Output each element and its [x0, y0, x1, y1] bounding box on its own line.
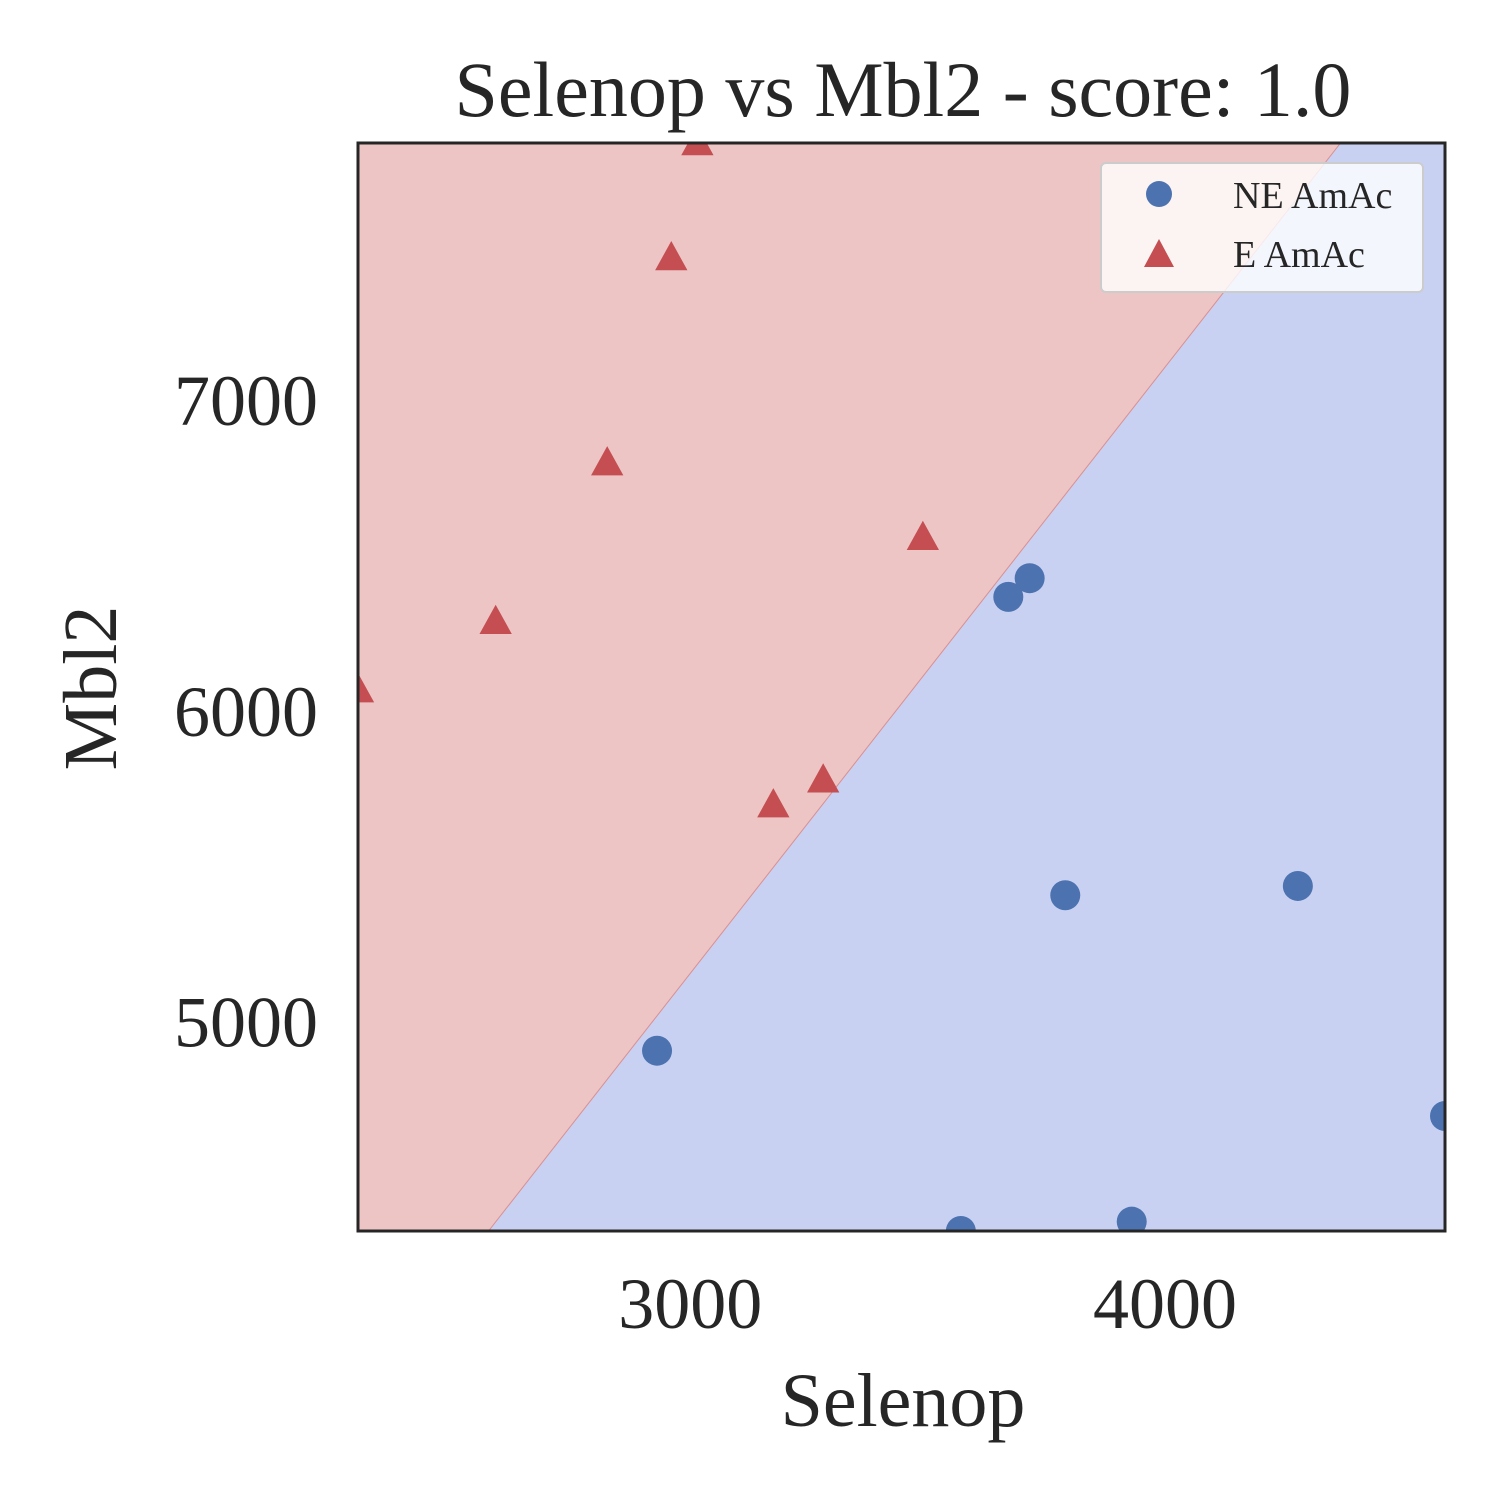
series-e-amac — [358, 143, 940, 818]
point-e-amac — [807, 763, 840, 793]
legend-frame — [1100, 162, 1424, 293]
legend-marker-e-amac — [1144, 239, 1174, 267]
legend-marker-ne-amac — [1146, 181, 1172, 207]
x-axis-label: Selenop — [781, 1359, 1026, 1443]
region-ne-amac — [488, 143, 1445, 1231]
data-points — [358, 143, 1445, 1231]
plot-area — [358, 143, 1445, 1231]
point-ne-amac — [945, 1216, 976, 1231]
point-ne-amac — [1430, 1100, 1445, 1131]
decision-boundary — [488, 143, 1341, 1231]
legend: NE AmAc E AmAc — [1100, 162, 1424, 293]
plot-frame — [356, 141, 1447, 1233]
y-tick-label: 6000 — [174, 672, 318, 752]
point-ne-amac — [1050, 880, 1081, 911]
point-e-amac — [655, 241, 688, 271]
y-tick-label: 5000 — [174, 983, 318, 1063]
y-axis-ticks: 5000 6000 7000 — [174, 361, 318, 1063]
legend-label-ne-amac: NE AmAc — [1233, 175, 1392, 217]
point-e-amac — [906, 520, 940, 551]
point-ne-amac — [642, 1035, 673, 1066]
point-e-amac — [479, 604, 512, 634]
legend-label-e-amac: E AmAc — [1233, 234, 1365, 276]
point-e-amac — [591, 446, 624, 476]
x-tick-label: 3000 — [618, 1264, 762, 1344]
chart-title: Selenop vs Mbl2 - score: 1.0 — [455, 46, 1352, 133]
point-e-amac — [681, 143, 714, 156]
point-ne-amac — [993, 581, 1024, 612]
y-tick-label: 7000 — [174, 361, 318, 441]
region-e-amac — [358, 143, 1341, 1231]
point-ne-amac — [1282, 870, 1313, 901]
point-ne-amac — [1014, 563, 1045, 594]
point-e-amac — [757, 788, 790, 818]
x-axis-ticks: 3000 4000 — [618, 1264, 1237, 1344]
series-ne-amac — [642, 563, 1445, 1231]
point-e-amac — [358, 673, 375, 703]
y-axis-label: Mbl2 — [49, 606, 133, 771]
point-ne-amac — [1116, 1206, 1147, 1231]
x-tick-label: 4000 — [1093, 1264, 1237, 1344]
